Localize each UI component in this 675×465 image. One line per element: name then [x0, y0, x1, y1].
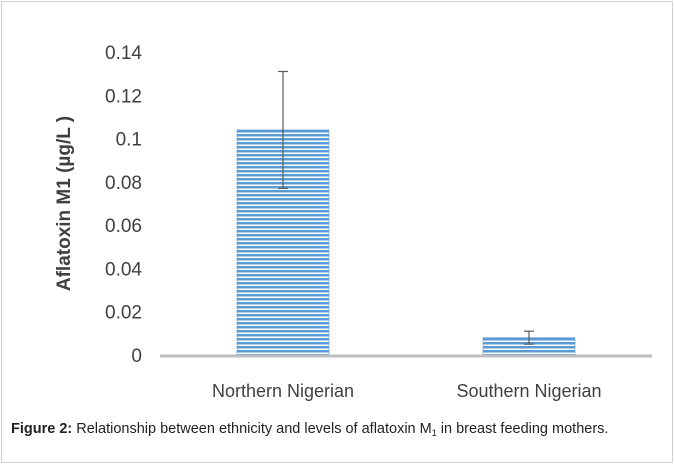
- y-tick-label: 0.08: [105, 173, 142, 194]
- error-bar: [278, 70, 288, 189]
- bars: [236, 129, 576, 356]
- caption-subscript: 1: [431, 428, 437, 438]
- y-axis-ticks: 0 0.02 0.04 0.06 0.08 0.1 0.12 0.14: [105, 43, 142, 367]
- error-bars: [278, 70, 534, 345]
- y-tick-label: 0.06: [105, 216, 142, 237]
- x-tick-label: Northern Nigerian: [212, 381, 354, 401]
- y-tick-label: 0.14: [105, 43, 142, 64]
- figure-caption: Figure 2: Relationship between ethnicity…: [11, 420, 663, 443]
- x-tick-label: Southern Nigerian: [456, 381, 601, 401]
- y-tick-label: 0.04: [105, 259, 142, 280]
- caption-text: Relationship between ethnicity and level…: [76, 421, 432, 437]
- bar-chart: 0 0.02 0.04 0.06 0.08 0.1 0.12 0.14 Northern Ni…: [54, 43, 652, 401]
- y-axis-label: Aflatoxin M1 (µg/L ): [54, 116, 75, 291]
- x-axis-ticks: Northern Nigerian Southern Nigerian: [212, 381, 602, 401]
- y-tick-label: 0.02: [105, 303, 142, 324]
- y-tick-label: 0: [131, 346, 142, 367]
- y-tick-label: 0.1: [116, 130, 142, 151]
- y-tick-label: 0.12: [105, 86, 142, 107]
- caption-label: Figure 2:: [11, 421, 73, 437]
- caption-text-end: in breast feeding mothers.: [436, 421, 609, 437]
- error-bar: [524, 330, 534, 345]
